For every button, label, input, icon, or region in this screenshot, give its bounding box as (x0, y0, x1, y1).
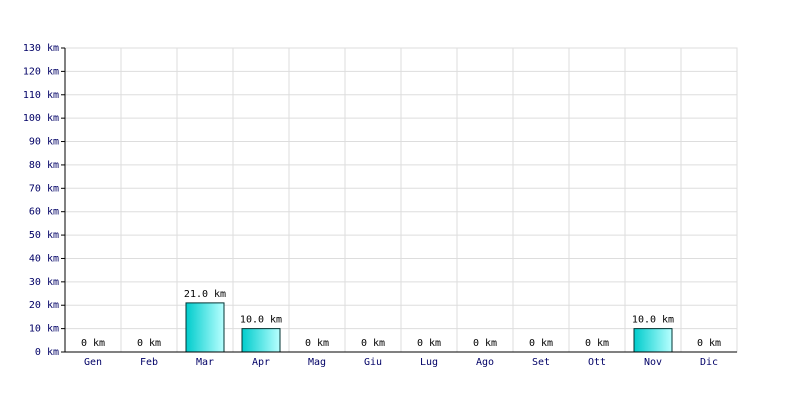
x-tick-label: Giu (364, 357, 382, 368)
y-tick-label: 130 km (23, 43, 59, 54)
y-tick-label: 70 km (29, 183, 59, 194)
bar (241, 328, 281, 353)
value-label: 0 km (81, 338, 105, 349)
y-tick-label: 30 km (29, 277, 59, 288)
y-tick-label: 10 km (29, 324, 59, 335)
x-tick-label: Mar (196, 357, 214, 368)
value-label: 10.0 km (240, 315, 282, 326)
bar (185, 302, 225, 353)
bar (633, 328, 673, 353)
value-label: 0 km (305, 338, 329, 349)
x-tick-label: Lug (420, 357, 438, 368)
x-tick-label: Dic (700, 357, 718, 368)
y-tick-label: 110 km (23, 90, 59, 101)
y-tick-label: 60 km (29, 207, 59, 218)
value-label: 0 km (137, 338, 161, 349)
y-tick-label: 20 km (29, 300, 59, 311)
y-tick-label: 90 km (29, 137, 59, 148)
y-tick-label: 0 km (35, 347, 59, 358)
x-tick-label: Gen (84, 357, 102, 368)
x-tick-label: Nov (644, 357, 662, 368)
value-label: 0 km (473, 338, 497, 349)
y-tick-label: 50 km (29, 230, 59, 241)
value-label: 0 km (697, 338, 721, 349)
y-tick-label: 120 km (23, 66, 59, 77)
value-label: 0 km (585, 338, 609, 349)
value-label: 10.0 km (632, 315, 674, 326)
x-tick-label: Ott (588, 357, 606, 368)
x-tick-label: Mag (308, 357, 326, 368)
value-label: 0 km (529, 338, 553, 349)
value-label: 0 km (361, 338, 385, 349)
value-label: 21.0 km (184, 289, 226, 300)
y-tick-label: 40 km (29, 253, 59, 264)
x-tick-label: Apr (252, 357, 270, 368)
value-label: 0 km (417, 338, 441, 349)
x-tick-label: Set (532, 357, 550, 368)
x-tick-label: Ago (476, 357, 494, 368)
y-tick-label: 80 km (29, 160, 59, 171)
x-tick-label: Feb (140, 357, 158, 368)
y-tick-label: 100 km (23, 113, 59, 124)
